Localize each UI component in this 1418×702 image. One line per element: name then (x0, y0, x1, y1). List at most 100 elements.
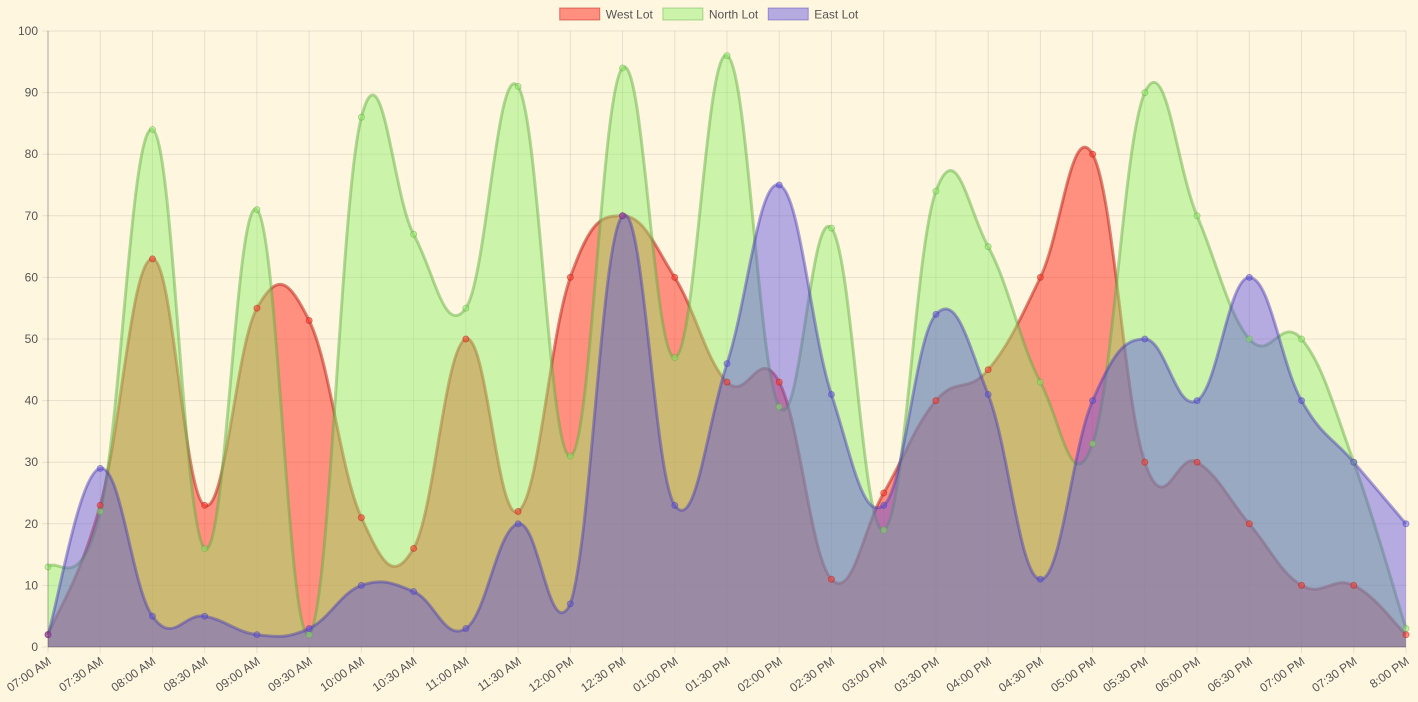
point-north-lot (775, 403, 783, 411)
point-east-lot (671, 501, 679, 509)
point-east-lot (723, 360, 731, 368)
point-east-lot (410, 588, 418, 596)
y-tick-label: 20 (25, 517, 39, 531)
point-north-lot (723, 52, 731, 60)
x-tick-label: 11:30 AM (475, 654, 524, 694)
point-west-lot (96, 501, 104, 509)
point-east-lot (253, 631, 261, 639)
point-east-lot (880, 501, 888, 509)
x-tick-label: 09:00 AM (213, 654, 263, 695)
point-north-lot (932, 187, 940, 195)
point-east-lot (1089, 397, 1097, 405)
point-east-lot (619, 212, 627, 220)
point-east-lot (44, 631, 52, 639)
x-tick-label: 03:30 PM (892, 654, 942, 695)
x-tick-label: 08:30 AM (161, 654, 211, 695)
y-tick-label: 90 (25, 86, 39, 100)
point-north-lot (253, 206, 261, 214)
y-tick-label: 30 (25, 455, 39, 469)
point-west-lot (1193, 458, 1201, 466)
point-west-lot (984, 366, 992, 374)
y-tick-label: 100 (18, 24, 38, 38)
area-east-lot (48, 184, 1406, 647)
x-tick-label: 02:00 PM (735, 654, 785, 695)
point-west-lot (932, 397, 940, 405)
series-areas (46, 54, 1408, 647)
point-north-lot (1193, 212, 1201, 220)
point-north-lot (1402, 625, 1410, 633)
point-east-lot (462, 625, 470, 633)
point-north-lot (201, 544, 209, 552)
point-east-lot (827, 390, 835, 398)
legend-label: East Lot (814, 8, 859, 22)
point-north-lot (462, 304, 470, 312)
x-tick-label: 10:30 AM (370, 654, 420, 695)
point-north-lot (1089, 440, 1097, 448)
point-west-lot (723, 378, 731, 386)
point-east-lot (1402, 520, 1410, 528)
point-north-lot (44, 563, 52, 571)
x-tick-label: 04:30 PM (996, 654, 1046, 695)
point-west-lot (305, 317, 313, 325)
point-east-lot (1141, 335, 1149, 343)
x-tick-label: 09:30 AM (265, 654, 315, 695)
area-north-lot (48, 55, 1406, 647)
point-east-lot (148, 612, 156, 620)
x-tick-label: 04:00 PM (944, 654, 994, 695)
y-tick-label: 70 (25, 209, 39, 223)
point-east-lot (514, 520, 522, 528)
point-west-lot (1141, 458, 1149, 466)
point-west-lot (253, 304, 261, 312)
point-north-lot (1350, 458, 1358, 466)
area-west-lot (48, 147, 1406, 647)
x-tick-label: 05:00 PM (1048, 654, 1098, 695)
point-east-lot (357, 581, 365, 589)
point-west-lot (1036, 273, 1044, 281)
point-north-lot (305, 631, 313, 639)
point-west-lot (201, 501, 209, 509)
point-north-lot (671, 353, 679, 361)
point-east-lot (96, 464, 104, 472)
point-west-lot (775, 378, 783, 386)
x-tick-label: 07:30 AM (56, 654, 106, 695)
point-north-lot (1298, 335, 1306, 343)
point-west-lot (1350, 581, 1358, 589)
point-west-lot (566, 273, 574, 281)
point-west-lot (1245, 520, 1253, 528)
x-tick-label: 07:00 PM (1257, 654, 1307, 695)
y-tick-label: 50 (25, 332, 39, 346)
x-tick-label: 06:00 PM (1153, 654, 1203, 695)
point-west-lot (462, 335, 470, 343)
point-west-lot (1089, 150, 1097, 158)
point-west-lot (827, 575, 835, 583)
legend-item-north-lot: North Lot (662, 7, 759, 22)
point-west-lot (148, 255, 156, 263)
point-west-lot (671, 273, 679, 281)
line-north-lot (46, 54, 1408, 637)
legend-item-west-lot: West Lot (559, 7, 654, 22)
point-east-lot (932, 310, 940, 318)
point-east-lot (566, 600, 574, 608)
x-tick-label: 12:00 PM (526, 654, 576, 695)
point-east-lot (1193, 397, 1201, 405)
point-north-lot (619, 64, 627, 72)
point-north-lot (357, 113, 365, 121)
line-east-lot (46, 183, 1408, 638)
y-tick-label: 40 (25, 394, 39, 408)
x-tick-label: 06:30 PM (1205, 654, 1255, 695)
x-tick-label: 05:30 PM (1100, 654, 1150, 695)
legend-label: North Lot (709, 8, 759, 22)
x-tick-label: 01:00 PM (630, 654, 680, 695)
point-north-lot (410, 230, 418, 238)
point-west-lot (880, 489, 888, 497)
x-tick-label: 01:30 PM (683, 654, 733, 695)
point-east-lot (1298, 397, 1306, 405)
y-tick-label: 10 (25, 578, 39, 592)
legend-swatch (662, 7, 704, 21)
data-points (44, 52, 1410, 639)
point-east-lot (305, 625, 313, 633)
legend-swatch (767, 7, 809, 21)
point-west-lot (514, 507, 522, 515)
point-east-lot (1036, 575, 1044, 583)
